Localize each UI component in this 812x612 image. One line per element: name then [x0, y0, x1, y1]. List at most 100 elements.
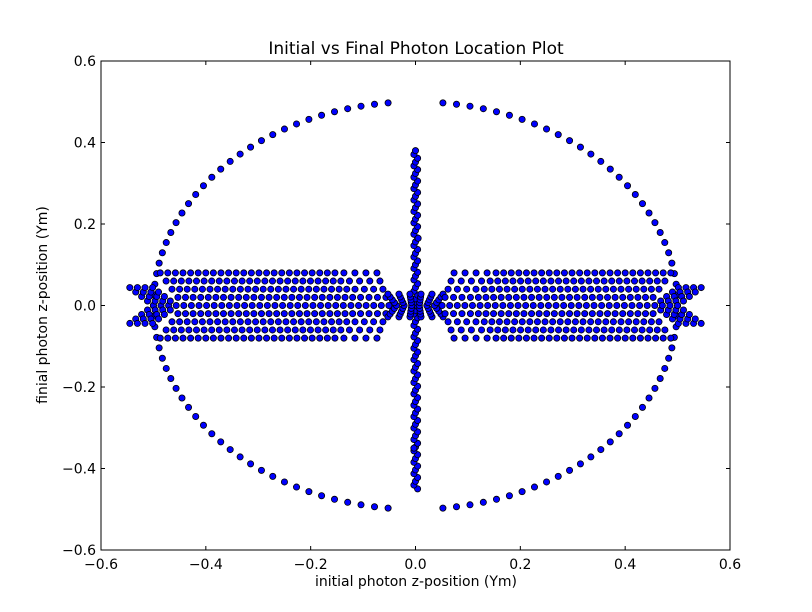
ring-point: [199, 421, 207, 429]
band-point: [535, 293, 543, 301]
band-point: [570, 277, 578, 285]
band-point: [278, 334, 286, 342]
band-point: [280, 293, 288, 301]
ring-point: [543, 478, 551, 486]
band-point: [560, 334, 568, 342]
band-point: [328, 285, 336, 293]
ring-point: [178, 394, 186, 402]
band-point: [659, 334, 667, 342]
band-point: [472, 269, 480, 277]
band-point: [265, 310, 273, 318]
band-point: [659, 269, 667, 277]
ring-point: [305, 488, 313, 496]
band-point: [170, 277, 178, 285]
band-point: [301, 301, 309, 309]
band-point: [582, 301, 590, 309]
band-point: [191, 285, 199, 293]
band-point: [550, 293, 558, 301]
band-point: [631, 326, 639, 334]
band-point: [428, 290, 436, 298]
band-point: [581, 293, 589, 301]
ring-point: [257, 466, 265, 474]
y-tick-label: −0.2: [62, 380, 96, 396]
band-point: [308, 334, 316, 342]
band-point: [242, 310, 250, 318]
band-point: [518, 318, 526, 326]
band-point: [632, 285, 640, 293]
band-point: [614, 269, 622, 277]
band-point: [590, 301, 598, 309]
band-point: [379, 318, 387, 326]
band-point: [202, 269, 210, 277]
band-point: [171, 334, 179, 342]
band-point: [370, 285, 378, 293]
band-point: [255, 334, 263, 342]
band-point: [560, 301, 568, 309]
band-point: [214, 285, 222, 293]
ring-point: [656, 375, 664, 383]
band-point: [518, 285, 526, 293]
y-tick-label: 0.4: [74, 136, 96, 152]
band-point: [652, 334, 660, 342]
band-point: [229, 285, 237, 293]
band-point: [638, 326, 646, 334]
band-point: [149, 284, 157, 292]
band-point: [619, 310, 627, 318]
band-point: [478, 326, 486, 334]
band-point: [395, 290, 403, 298]
band-point: [204, 293, 212, 301]
band-point: [446, 301, 454, 309]
band-point: [290, 318, 298, 326]
band-point: [373, 334, 381, 342]
ring-point: [293, 483, 301, 491]
band-point: [467, 277, 475, 285]
band-point: [685, 293, 693, 301]
band-point: [340, 269, 348, 277]
band-point: [545, 269, 553, 277]
band-point: [649, 310, 657, 318]
band-point: [335, 318, 343, 326]
band-point: [320, 318, 328, 326]
band-point: [512, 310, 520, 318]
band-point: [573, 293, 581, 301]
band-point: [195, 301, 203, 309]
band-point: [232, 334, 240, 342]
band-point: [189, 310, 197, 318]
band-point: [441, 310, 449, 318]
band-point: [461, 269, 469, 277]
band-point: [343, 318, 351, 326]
band-point: [366, 277, 374, 285]
band-point: [472, 285, 480, 293]
band-point: [494, 277, 502, 285]
band-point: [520, 310, 528, 318]
band-point: [667, 269, 675, 277]
band-point: [349, 310, 357, 318]
band-point: [538, 269, 546, 277]
ring-point: [479, 105, 487, 113]
ring-point: [554, 472, 562, 480]
band-point: [556, 318, 564, 326]
ring-point: [661, 239, 669, 247]
band-point: [170, 326, 178, 334]
x-tick-label: 0.6: [719, 557, 741, 573]
data-points: [126, 99, 705, 512]
band-point: [598, 334, 606, 342]
band-point: [638, 277, 646, 285]
band-point: [621, 334, 629, 342]
band-point: [501, 277, 509, 285]
ring-point: [247, 143, 255, 151]
band-point: [221, 285, 229, 293]
band-point: [450, 293, 458, 301]
band-point: [520, 293, 528, 301]
band-point: [351, 318, 359, 326]
band-point: [341, 293, 349, 301]
band-point: [553, 334, 561, 342]
band-point: [533, 285, 541, 293]
ring-point: [566, 137, 574, 145]
band-point: [573, 310, 581, 318]
band-point: [539, 277, 547, 285]
band-point: [192, 326, 200, 334]
band-point: [314, 277, 322, 285]
x-tick-label: −0.4: [189, 557, 223, 573]
band-point: [270, 269, 278, 277]
